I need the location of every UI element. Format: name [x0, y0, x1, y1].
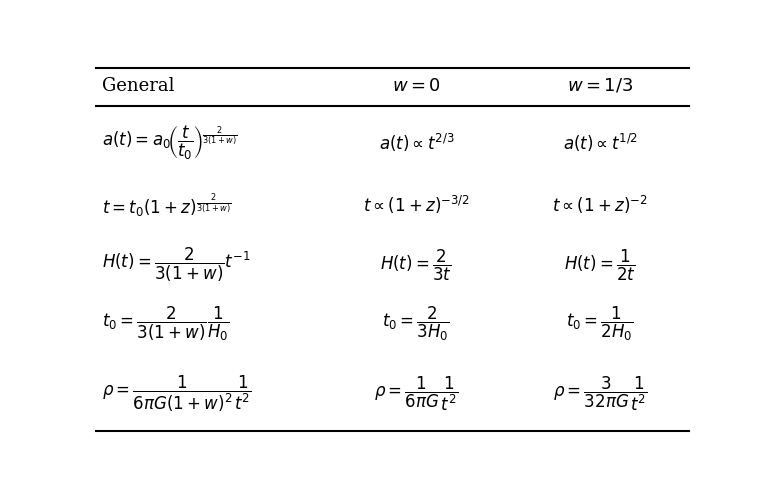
Text: $w = 0$: $w = 0$	[392, 77, 440, 95]
Text: $t \propto (1 + z)^{-2}$: $t \propto (1 + z)^{-2}$	[552, 194, 648, 216]
Text: $H(t) = \dfrac{1}{2t}$: $H(t) = \dfrac{1}{2t}$	[565, 247, 637, 283]
Text: $t_0 = \dfrac{2}{3H_0}$: $t_0 = \dfrac{2}{3H_0}$	[382, 305, 450, 343]
Text: $H(t) = \dfrac{2}{3t}$: $H(t) = \dfrac{2}{3t}$	[380, 247, 453, 283]
Text: $a(t) \propto t^{1/2}$: $a(t) \propto t^{1/2}$	[563, 132, 638, 154]
Text: $t \propto (1 + z)^{-3/2}$: $t \propto (1 + z)^{-3/2}$	[363, 194, 470, 216]
Text: $H(t) = \dfrac{2}{3(1+w)}t^{-1}$: $H(t) = \dfrac{2}{3(1+w)}t^{-1}$	[102, 246, 250, 285]
Text: $a(t) \propto t^{2/3}$: $a(t) \propto t^{2/3}$	[378, 132, 454, 154]
Text: $t_0 = \dfrac{1}{2H_0}$: $t_0 = \dfrac{1}{2H_0}$	[566, 305, 634, 343]
Text: $w = 1/3$: $w = 1/3$	[567, 77, 633, 95]
Text: General: General	[102, 77, 174, 95]
Text: $\rho = \dfrac{1}{6\pi G(1+w)^2} \dfrac{1}{t^2}$: $\rho = \dfrac{1}{6\pi G(1+w)^2} \dfrac{…	[102, 374, 251, 414]
Text: $\rho = \dfrac{1}{6\pi G} \dfrac{1}{t^2}$: $\rho = \dfrac{1}{6\pi G} \dfrac{1}{t^2}…	[375, 375, 458, 413]
Text: $t = t_0(1 + z)^{\frac{2}{3(1+w)}}$: $t = t_0(1 + z)^{\frac{2}{3(1+w)}}$	[102, 192, 231, 219]
Text: $a(t) = a_0\!\left(\dfrac{t}{t_0}\right)^{\!\frac{2}{3(1+w)}}$: $a(t) = a_0\!\left(\dfrac{t}{t_0}\right)…	[102, 124, 237, 162]
Text: $t_0 = \dfrac{2}{3(1+w)} \dfrac{1}{H_0}$: $t_0 = \dfrac{2}{3(1+w)} \dfrac{1}{H_0}$	[102, 305, 229, 343]
Text: $\rho = \dfrac{3}{32\pi G} \dfrac{1}{t^2}$: $\rho = \dfrac{3}{32\pi G} \dfrac{1}{t^2…	[553, 375, 648, 413]
